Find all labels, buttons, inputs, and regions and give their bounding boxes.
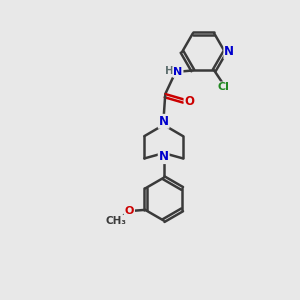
Text: Cl: Cl xyxy=(217,82,229,92)
Text: O: O xyxy=(184,94,194,108)
Text: CH₃: CH₃ xyxy=(106,216,127,226)
Text: N: N xyxy=(224,45,234,58)
Text: N: N xyxy=(159,150,169,163)
Text: N: N xyxy=(173,67,183,77)
Text: H: H xyxy=(165,66,174,76)
Text: O: O xyxy=(125,206,134,216)
Text: N: N xyxy=(159,115,169,128)
